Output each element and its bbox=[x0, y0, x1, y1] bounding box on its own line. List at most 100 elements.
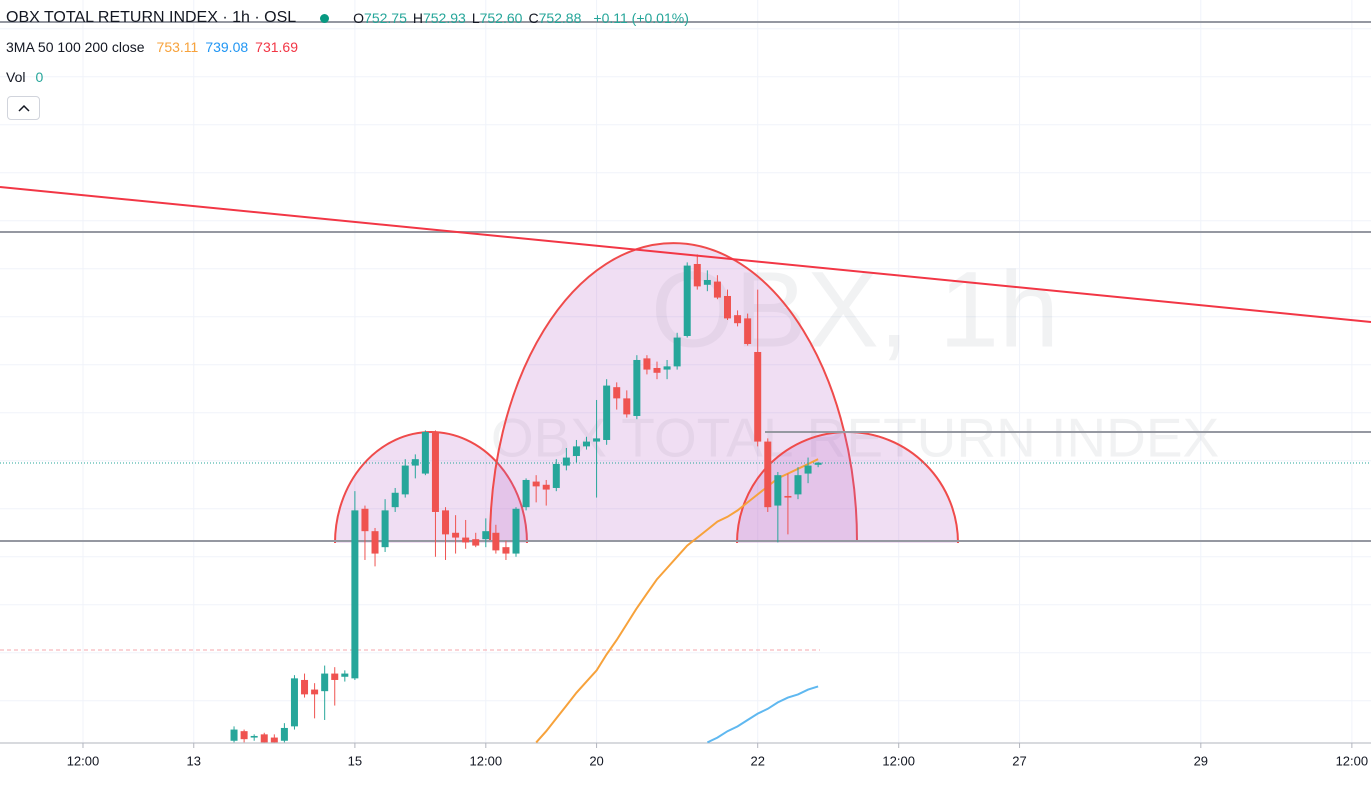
candle-body bbox=[794, 475, 802, 495]
candle-body bbox=[361, 508, 369, 532]
candle-body bbox=[240, 731, 248, 740]
candle bbox=[371, 527, 379, 567]
candle-body bbox=[754, 351, 762, 442]
candle bbox=[240, 729, 248, 743]
candle bbox=[280, 723, 288, 743]
moving-average-line bbox=[706, 685, 819, 744]
collapse-button[interactable] bbox=[7, 96, 40, 120]
candle-body bbox=[311, 689, 319, 695]
ohlc-value: 752.75 bbox=[364, 10, 407, 26]
candle-body bbox=[381, 510, 389, 548]
ohlc-value: 752.88 bbox=[538, 10, 582, 26]
candle-body bbox=[774, 475, 782, 506]
candle bbox=[583, 436, 591, 450]
x-tick-label: 12:00 bbox=[882, 753, 915, 768]
candle bbox=[381, 499, 389, 552]
candle-body bbox=[260, 734, 268, 743]
candle-body bbox=[703, 279, 711, 285]
x-tick-label: 29 bbox=[1194, 753, 1208, 768]
candle-body bbox=[562, 457, 570, 466]
candle bbox=[431, 430, 439, 557]
candle bbox=[673, 332, 681, 370]
candle bbox=[512, 507, 520, 557]
candle bbox=[562, 447, 570, 471]
candle-body bbox=[321, 673, 329, 692]
candle-body bbox=[804, 465, 812, 474]
candle-body bbox=[723, 295, 731, 319]
candle-body bbox=[593, 438, 601, 442]
ohlc-values: O 752.75 H 752.93 L 752.60 C 752.88 bbox=[353, 10, 587, 26]
candle-body bbox=[270, 737, 278, 743]
candle bbox=[734, 310, 742, 327]
candle bbox=[723, 289, 731, 320]
candle bbox=[713, 275, 721, 300]
candle bbox=[613, 382, 621, 410]
candle-body bbox=[472, 539, 480, 546]
candle-body bbox=[230, 729, 238, 741]
candle bbox=[814, 461, 822, 468]
x-tick-label: 12:00 bbox=[67, 753, 100, 768]
symbol-title: OBX TOTAL RETURN INDEX · 1h · OSL bbox=[6, 9, 297, 26]
candle bbox=[774, 471, 782, 543]
candle bbox=[331, 667, 339, 706]
candle bbox=[693, 254, 701, 290]
candle-body bbox=[643, 358, 651, 370]
candle-body bbox=[421, 431, 429, 474]
candle bbox=[311, 683, 319, 719]
candle-body bbox=[552, 463, 560, 488]
candle-body bbox=[572, 446, 580, 456]
candle-body bbox=[663, 366, 671, 370]
candle-body bbox=[301, 679, 309, 695]
x-tick-label: 13 bbox=[187, 753, 201, 768]
candle-body bbox=[613, 387, 621, 399]
candle bbox=[391, 487, 399, 512]
candle bbox=[623, 390, 631, 418]
candle bbox=[542, 479, 550, 506]
candle-body bbox=[814, 462, 822, 465]
candle-body bbox=[351, 510, 359, 679]
volume-label: Vol bbox=[6, 69, 26, 85]
candle-body bbox=[653, 367, 661, 373]
candle bbox=[462, 519, 470, 549]
candle bbox=[321, 665, 329, 720]
candle-body bbox=[583, 441, 591, 447]
candle bbox=[290, 675, 298, 730]
candle bbox=[603, 379, 611, 445]
candle bbox=[754, 289, 762, 447]
candle-body bbox=[502, 547, 510, 554]
x-tick-label: 27 bbox=[1012, 753, 1026, 768]
candle bbox=[361, 505, 369, 560]
candle-body bbox=[442, 510, 450, 535]
candle bbox=[301, 673, 309, 698]
candle-body bbox=[391, 492, 399, 508]
candle bbox=[351, 491, 359, 680]
candle-body bbox=[734, 315, 742, 324]
candle bbox=[593, 399, 601, 498]
candle bbox=[502, 540, 510, 560]
candle bbox=[522, 478, 530, 511]
pattern-arc bbox=[737, 432, 958, 543]
candle bbox=[683, 262, 691, 338]
legend-main: OBX TOTAL RETURN INDEX · 1h · OSL O 752.7… bbox=[6, 9, 695, 27]
candle-body bbox=[603, 385, 611, 440]
candle bbox=[260, 732, 268, 743]
ohlc-label: O bbox=[353, 10, 365, 26]
candle bbox=[401, 459, 409, 498]
candle bbox=[703, 270, 711, 292]
candle-body bbox=[462, 537, 470, 543]
ohlc-value: 752.93 bbox=[422, 10, 466, 26]
candle-body bbox=[683, 265, 691, 336]
indicator-value: 739.08 bbox=[205, 39, 249, 55]
candle-body bbox=[633, 359, 641, 416]
candle-body bbox=[250, 735, 258, 738]
watermark-title: OBX, 1h bbox=[651, 249, 1059, 370]
candle bbox=[421, 430, 429, 476]
candle-body bbox=[784, 495, 792, 498]
candle bbox=[452, 515, 460, 554]
candle-body bbox=[280, 727, 288, 741]
chevron-icon bbox=[17, 104, 30, 112]
candle-body bbox=[764, 441, 772, 508]
status-dot bbox=[320, 13, 330, 23]
